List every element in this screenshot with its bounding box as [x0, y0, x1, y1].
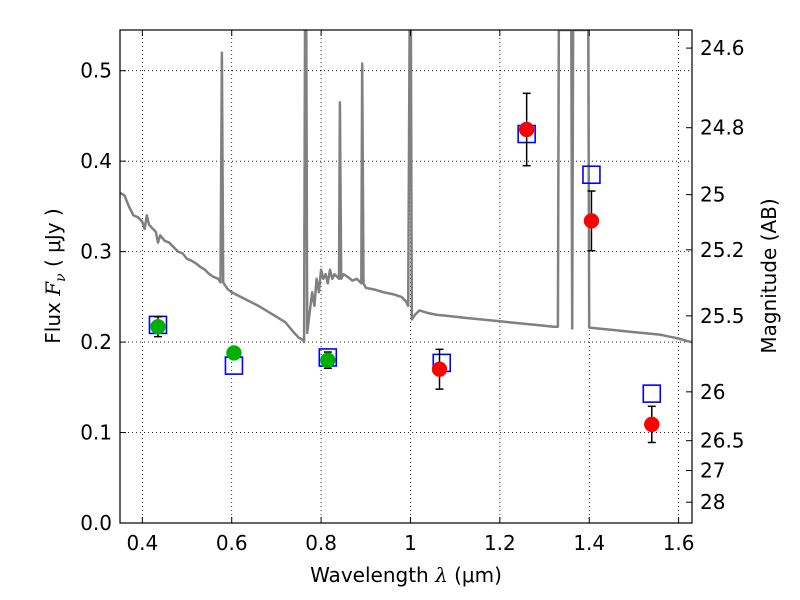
x-tick-label: 0.6 — [216, 531, 248, 555]
model-box-marker — [642, 384, 662, 403]
green-data-point — [320, 352, 336, 368]
y-axis-title-subscript: ν — [53, 273, 69, 282]
y-tick-label: 0.5 — [80, 59, 112, 83]
y-tick-label: 0.1 — [80, 421, 112, 445]
x-tick-label: 1.4 — [573, 531, 605, 555]
right-tick-label: 24.8 — [700, 116, 745, 140]
green-data-point — [150, 318, 166, 335]
right-tick-label: 26 — [700, 380, 725, 404]
grid — [120, 30, 692, 524]
red-data-point — [518, 121, 535, 138]
red-data-point — [644, 416, 660, 433]
y-axis-title-unit: ( μJy ) — [41, 208, 65, 273]
plot-area — [120, 30, 692, 444]
right-tick-label: 25.2 — [700, 238, 745, 262]
y-tick-label: 0.0 — [80, 511, 112, 535]
y-axis-title: Flux Fν ( μJy ) — [41, 208, 69, 343]
green-data-point — [226, 345, 242, 361]
y-tick-label: 0.2 — [80, 330, 112, 354]
right-tick-label: 28 — [700, 490, 725, 514]
x-axis-title-unit: (μm) — [448, 563, 502, 587]
right-tick-label: 25.5 — [700, 304, 745, 328]
x-tick-label: 1.6 — [663, 531, 695, 555]
y-axis-title-text: Flux — [41, 296, 65, 344]
right-tick-label: 27 — [700, 459, 725, 483]
y-tick-label: 0.4 — [80, 149, 112, 173]
right-axis-title: Magnitude (AB) — [757, 198, 781, 353]
y-tick-label: 0.3 — [80, 240, 112, 264]
x-axis-title: Wavelength λ (μm) — [310, 563, 502, 587]
x-axis-title-symbol: λ — [434, 563, 448, 587]
right-tick-label: 26.5 — [700, 429, 745, 453]
axes: 0.4 0.6 0.8 1 1.2 1.4 1.6 0.0 0.1 0.2 0.3 0.4 0.5 24.… — [80, 30, 745, 555]
x-tick-label: 1.2 — [484, 531, 516, 555]
model-box-marker — [582, 165, 601, 185]
x-tick-label: 0.4 — [126, 531, 158, 555]
red-data-point — [583, 213, 600, 229]
y-axis-title-symbol: F — [41, 281, 65, 297]
x-tick-label: 0.8 — [305, 531, 337, 555]
right-tick-label: 24.6 — [700, 36, 745, 60]
x-axis-title-text: Wavelength — [310, 563, 435, 587]
right-tick-label: 25 — [700, 183, 725, 207]
plot-frame — [119, 29, 693, 524]
spectrum-line — [120, 30, 692, 344]
x-tick-label: 1 — [404, 531, 417, 555]
red-data-point — [431, 361, 448, 377]
